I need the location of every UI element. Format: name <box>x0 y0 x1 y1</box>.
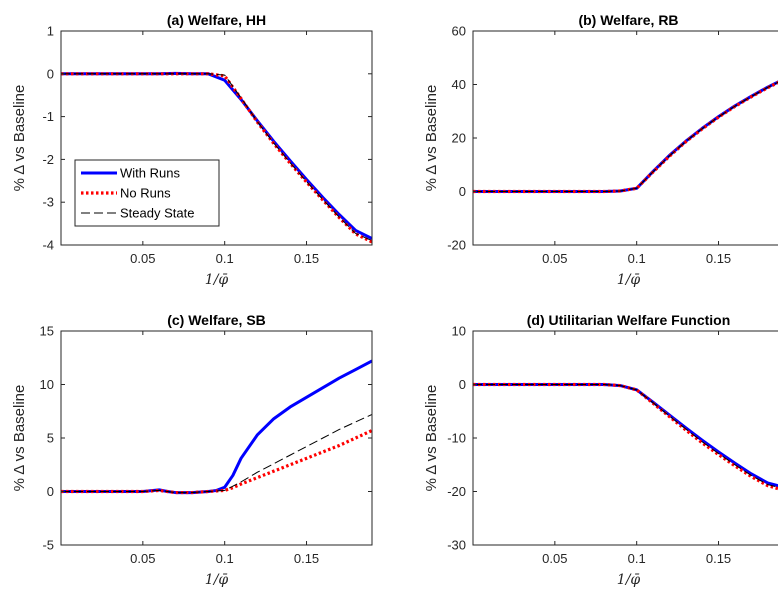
y-tick-label: 15 <box>40 324 54 339</box>
legend-label: Steady State <box>120 206 194 221</box>
series-line-steady-state <box>61 414 372 494</box>
x-axis-label: 1/φ̄ <box>617 572 641 588</box>
y-axis-label: % Δ vs Baseline <box>423 85 440 192</box>
series-line-steady-state <box>473 81 778 192</box>
panel-3: 0.05 0.1 0.15 10 0 -10 -20 -30 (d) Utilitarian W… <box>423 312 778 588</box>
y-tick-label: -5 <box>42 538 54 553</box>
series-line-no-runs <box>61 429 372 495</box>
y-tick-label: -20 <box>447 238 466 253</box>
y-tick-label: -3 <box>42 195 54 210</box>
axes-box <box>60 30 373 246</box>
legend-box <box>74 159 220 227</box>
y-axis-label: % Δ vs Baseline <box>423 385 440 492</box>
x-tick-label: 0.05 <box>130 251 155 266</box>
x-tick-label: 0.1 <box>216 551 234 566</box>
x-tick-label: 0.15 <box>294 251 319 266</box>
plot-area <box>473 331 778 545</box>
panel-title: (c) Welfare, SB <box>167 312 266 328</box>
panel-1: 0.05 0.1 0.15 60 40 20 0 -20 (b) Welfare, RB % Δ … <box>423 12 778 288</box>
panel-title: (a) Welfare, HH <box>167 12 266 28</box>
x-tick-label: 0.1 <box>628 251 646 266</box>
panel-title: (b) Welfare, RB <box>578 12 678 28</box>
x-axis-label: 1/φ̄ <box>617 272 641 288</box>
y-tick-label: 0 <box>459 377 466 392</box>
y-tick-label: -4 <box>42 238 54 253</box>
panel-0: 0.05 0.1 0.15 1 0 -1 -2 -3 -4 (a) Welfare, HH % Δ … <box>11 12 373 288</box>
x-tick-label: 0.15 <box>706 251 731 266</box>
y-tick-label: -10 <box>447 431 466 446</box>
y-tick-label: 10 <box>40 377 54 392</box>
x-tick-label: 0.05 <box>542 251 567 266</box>
y-tick-label: -30 <box>447 538 466 553</box>
x-axis-label: 1/φ̄ <box>205 272 229 288</box>
x-tick-label: 0.05 <box>130 551 155 566</box>
panel-2: 0.05 0.1 0.15 15 10 5 0 -5 (c) Welfare, SB % Δ vs… <box>11 312 373 588</box>
x-axis-label: 1/φ̄ <box>205 572 229 588</box>
y-tick-label: 5 <box>47 431 54 446</box>
x-tick-label: 0.1 <box>628 551 646 566</box>
x-tick-label: 0.1 <box>216 251 234 266</box>
legend-label: No Runs <box>120 186 171 201</box>
x-tick-label: 0.15 <box>706 551 731 566</box>
y-tick-label: 10 <box>452 324 466 339</box>
y-axis-label: % Δ vs Baseline <box>11 85 28 192</box>
series-line-steady-state <box>473 384 778 488</box>
x-tick-label: 0.15 <box>294 551 319 566</box>
y-tick-label: 40 <box>452 77 466 92</box>
legend: With Runs No Runs Steady State <box>74 159 220 227</box>
y-tick-label: 1 <box>47 24 54 39</box>
y-tick-label: -20 <box>447 484 466 499</box>
y-tick-label: -2 <box>42 152 54 167</box>
y-tick-label: -1 <box>42 109 54 124</box>
y-tick-label: 60 <box>452 24 466 39</box>
y-tick-label: 0 <box>47 484 54 499</box>
panel-title: (d) Utilitarian Welfare Function <box>527 312 731 328</box>
y-tick-label: 0 <box>459 184 466 199</box>
x-tick-label: 0.05 <box>542 551 567 566</box>
y-axis-label: % Δ vs Baseline <box>11 385 28 492</box>
plot-area <box>61 331 372 545</box>
plot-area <box>473 31 778 245</box>
series-line-steady-state <box>61 73 372 242</box>
y-tick-label: 20 <box>452 131 466 146</box>
y-tick-label: 0 <box>47 66 54 81</box>
legend-label: With Runs <box>120 166 180 181</box>
